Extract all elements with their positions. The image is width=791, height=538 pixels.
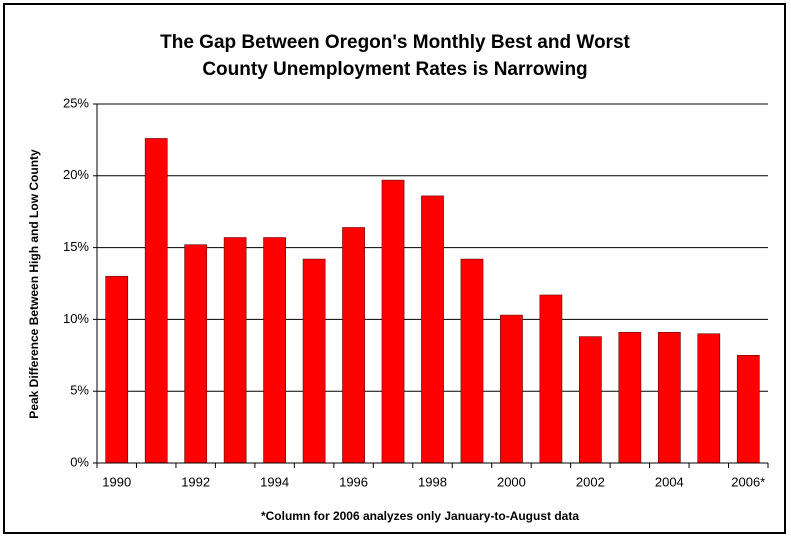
- y-tick-label: 0%: [70, 454, 89, 469]
- chart-title: The Gap Between Oregon's Monthly Best an…: [160, 32, 630, 53]
- x-tick-label: 2006*: [731, 474, 765, 489]
- x-tick-label: 1994: [260, 474, 289, 489]
- x-tick-label: 2002: [576, 474, 605, 489]
- y-tick-label: 25%: [63, 95, 89, 110]
- bar: [263, 237, 286, 464]
- bar: [539, 294, 563, 464]
- y-axis-label: Peak Difference Between High and Low Cou…: [27, 149, 41, 419]
- x-tick-label: 1990: [102, 474, 131, 489]
- bar: [579, 336, 602, 464]
- y-tick-label: 5%: [70, 383, 89, 398]
- bar: [184, 244, 208, 464]
- x-tick-label: 2004: [655, 474, 684, 489]
- chart-title: County Unemployment Rates is Narrowing: [202, 59, 587, 80]
- y-tick-label: 20%: [63, 167, 89, 182]
- bar: [618, 332, 642, 464]
- bar: [381, 179, 405, 464]
- x-tick-label: 2000: [497, 474, 526, 489]
- bar: [736, 354, 760, 464]
- bar: [144, 138, 168, 464]
- y-tick-label: 10%: [63, 311, 89, 326]
- bar: [105, 276, 129, 464]
- x-tick-label: 1996: [339, 474, 368, 489]
- footnote: *Column for 2006 analyzes only January-t…: [261, 509, 579, 523]
- bar: [421, 195, 444, 464]
- bar: [500, 314, 523, 464]
- bar: [302, 258, 326, 464]
- bar: [657, 332, 681, 464]
- bar: [697, 333, 721, 464]
- x-tick-label: 1992: [181, 474, 210, 489]
- x-tick-label: 1998: [418, 474, 447, 489]
- bar: [342, 227, 365, 464]
- bar: [223, 237, 247, 464]
- y-tick-label: 15%: [63, 239, 89, 254]
- bar: [460, 258, 484, 464]
